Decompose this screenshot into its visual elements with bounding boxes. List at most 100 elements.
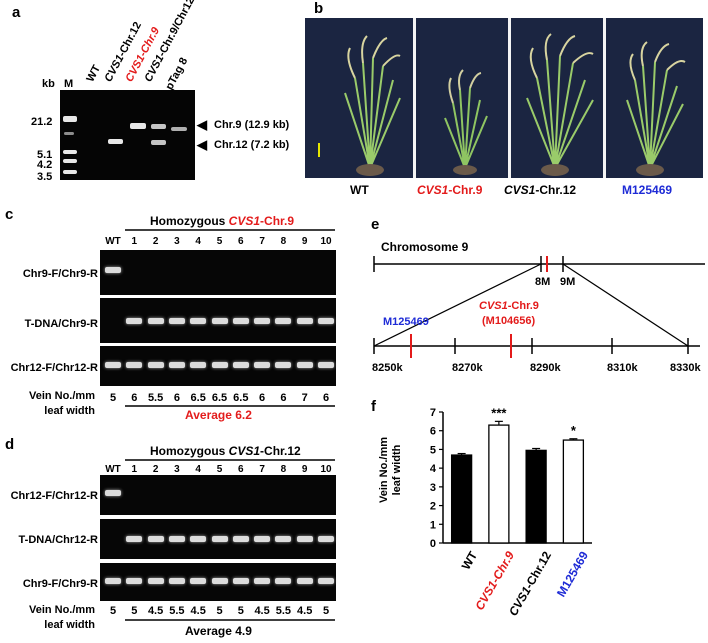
label-8310k: 8310k	[607, 362, 638, 374]
panel-d-row-3-label: Chr9-F/Chr9-R	[22, 578, 98, 590]
gel-band	[168, 578, 185, 584]
gel-band	[318, 362, 334, 368]
panel-a-letter: a	[12, 4, 21, 21]
panel-d-title: Homozygous CVS1-Chr.12	[150, 444, 301, 458]
panel-c-row-1-label: Chr9-F/Chr9-R	[22, 268, 98, 280]
gel-band	[168, 318, 185, 324]
gel-band	[318, 578, 334, 584]
panel-c-vein-label-1: Vein No./mm	[28, 390, 95, 402]
lane-number: 4	[195, 464, 201, 475]
chr12-band	[151, 140, 166, 145]
panel-d-title-prefix: Homozygous	[150, 444, 229, 458]
vein-value: 6	[280, 392, 287, 404]
gel-band	[147, 536, 164, 542]
gel-band	[190, 536, 207, 542]
lane-number: 8	[280, 236, 287, 247]
marker-band	[64, 132, 74, 135]
lane-number: 1	[131, 236, 138, 247]
panel-d-gel-3	[100, 563, 336, 601]
lane-number: 2	[152, 236, 159, 247]
gel-band	[296, 536, 313, 542]
panel-d-gel-2	[100, 519, 336, 559]
vein-value: 5	[216, 605, 223, 617]
vein-value: 6.5	[190, 392, 206, 404]
marker-header: M	[64, 78, 74, 90]
plant-photo	[305, 18, 703, 178]
gel-band	[126, 536, 143, 542]
panel-d-row-2-label: T-DNA/Chr12-R	[18, 534, 98, 546]
gel-band	[254, 536, 271, 542]
vein-value: 5	[237, 605, 244, 617]
label-8290k: 8290k	[530, 362, 561, 374]
lane-number: 6	[238, 236, 244, 247]
bar	[488, 424, 510, 544]
lane-number: 4	[195, 236, 201, 247]
gel-band	[126, 578, 143, 584]
gel-band	[275, 578, 292, 584]
panel-c-vein-label-2: leaf width	[44, 405, 95, 417]
vein-value: 4.5	[190, 605, 206, 617]
chr9-arrow-icon: ◀	[197, 117, 207, 132]
label-8270k: 8270k	[452, 362, 483, 374]
scale-bar	[318, 143, 320, 157]
southern-blot	[60, 90, 195, 180]
panel-c-gel-3	[100, 346, 336, 386]
photo-separator	[413, 18, 416, 178]
plant-label-chr12: CVS1-Chr.12	[504, 183, 576, 197]
gel-band	[147, 578, 164, 584]
plant-label-chr9: CVS1-Chr.9	[417, 183, 482, 197]
marker-band	[63, 150, 77, 154]
gel-band	[105, 490, 121, 496]
y-tick-label: 3	[430, 482, 436, 494]
y-tick-label: 6	[430, 426, 436, 438]
gel-band	[190, 362, 207, 368]
panel-c-title-prefix: Homozygous	[150, 214, 229, 228]
gel-band	[147, 362, 164, 368]
photo-separator	[603, 18, 606, 178]
label-m125469: M125469	[383, 316, 429, 328]
ptag-band	[171, 127, 187, 131]
label-8330k: 8330k	[670, 362, 701, 374]
panel-c-title-italic: CVS1	[228, 214, 261, 228]
lane-number: 2	[152, 464, 159, 475]
panel-f-letter: f	[371, 398, 376, 415]
vein-value: 4.5	[147, 605, 164, 617]
lane-number: 8	[280, 464, 287, 475]
panel-b-letter: b	[314, 0, 324, 17]
lane-number: 7	[259, 464, 265, 475]
label-cvs1-rest: -Chr.9	[507, 300, 539, 312]
chromosome-label: Chromosome 9	[381, 240, 469, 254]
panel-d-title-rest: -Chr.12	[260, 444, 301, 458]
panel-c-row-2-label: T-DNA/Chr9-R	[24, 318, 98, 330]
vein-value: 7	[301, 392, 308, 404]
panel-d-vein-label-1: Vein No./mm	[28, 604, 95, 616]
y-tick-label: 2	[430, 501, 436, 513]
gel-band	[296, 318, 313, 324]
y-tick-label: 5	[430, 444, 436, 456]
plant-label-chr12-italic: CVS1	[504, 183, 536, 197]
panel-c-gel-2	[100, 298, 336, 343]
gel-band	[232, 578, 249, 584]
gel-band	[211, 536, 228, 542]
vein-value: 5	[109, 605, 117, 617]
zoom-line-left	[373, 263, 542, 347]
gel-band	[275, 362, 292, 368]
y-tick-label: 7	[430, 407, 436, 419]
bar	[562, 439, 585, 544]
chr9-band	[151, 124, 166, 129]
vein-value: 5.5	[147, 392, 164, 404]
lane-number: WT	[105, 464, 121, 475]
lane-number: 10	[320, 464, 332, 475]
gel-band	[254, 578, 271, 584]
vein-value: 5.5	[275, 605, 292, 617]
vein-value: 5	[131, 605, 138, 617]
gel-band	[211, 578, 228, 584]
lane-number: 9	[301, 236, 308, 247]
panel-c-row-3-label: Chr12-F/Chr12-R	[10, 362, 98, 374]
lane-number: 6	[238, 464, 244, 475]
bar	[450, 454, 473, 544]
label-9m: 9M	[560, 276, 576, 288]
vein-value: 5.5	[169, 605, 185, 617]
